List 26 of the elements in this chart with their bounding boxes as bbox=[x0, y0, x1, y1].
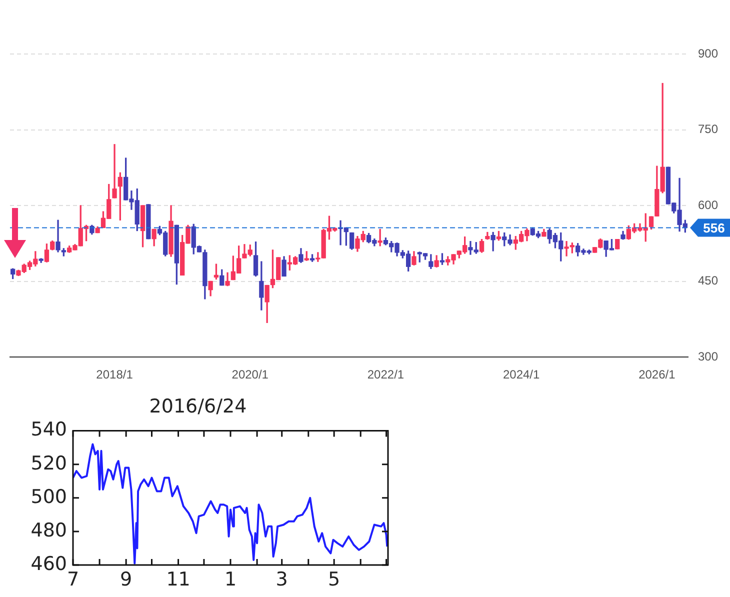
y-tick-label: 460 bbox=[30, 552, 67, 575]
y-tick-label: 300 bbox=[698, 349, 718, 364]
y-tick-label: 520 bbox=[30, 452, 67, 474]
x-tick-label: 2024/1 bbox=[502, 368, 540, 382]
x-tick-label: 2022/1 bbox=[367, 368, 404, 382]
x-tick-label: 9 bbox=[120, 568, 132, 590]
x-tick-label: 2018/1 bbox=[96, 368, 134, 382]
x-tick-label: 2026/1 bbox=[638, 368, 676, 382]
candlestick bbox=[112, 144, 117, 198]
x-tick-label: 7 bbox=[66, 568, 80, 590]
x-tick-label: 2020/1 bbox=[232, 368, 269, 382]
y-tick-label: 600 bbox=[698, 198, 718, 212]
candlestick bbox=[490, 232, 496, 252]
y-tick-label: 750 bbox=[698, 122, 718, 136]
chart-title: 2016/6/24 bbox=[149, 395, 247, 418]
candlestick bbox=[378, 228, 382, 246]
y-tick-label: 900 bbox=[698, 46, 718, 60]
x-tick-label: 1 bbox=[224, 568, 237, 590]
y-tick-label: 540 bbox=[30, 418, 67, 441]
y-tick-label: 500 bbox=[30, 486, 67, 508]
x-tick-label: 11 bbox=[166, 568, 190, 590]
y-tick-label: 480 bbox=[30, 519, 67, 542]
y-tick-label: 450 bbox=[698, 274, 718, 288]
ref-line-label: 556 bbox=[703, 220, 725, 236]
x-tick-label: 3 bbox=[276, 568, 288, 590]
x-tick-label: 5 bbox=[328, 568, 340, 590]
